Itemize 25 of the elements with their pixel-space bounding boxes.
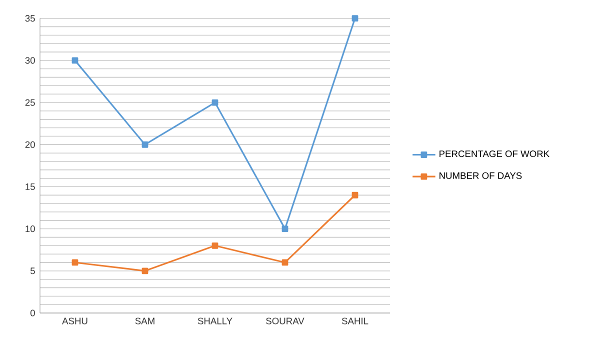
y-tick-label: 25 <box>25 99 35 106</box>
point <box>282 259 288 266</box>
point <box>72 259 78 266</box>
point <box>282 226 288 232</box>
y-tick-label: 20 <box>25 141 35 148</box>
x-tick-label: SAHIL <box>342 318 368 324</box>
point <box>142 141 148 148</box>
point <box>352 15 358 22</box>
legend-label: PERCENTAGE OF WORK <box>440 150 550 158</box>
point <box>352 192 358 198</box>
x-tick-label: SOURAV <box>266 318 304 324</box>
y-tick-label: 15 <box>26 183 35 190</box>
x-tick-label: SHALLY <box>198 318 232 324</box>
x-tick-label: SAM <box>135 318 154 324</box>
y-tick-label: 30 <box>25 57 35 64</box>
point <box>142 268 148 274</box>
y-tick-label: 5 <box>30 268 35 274</box>
legend-label: NUMBER OF DAYS <box>440 172 522 179</box>
y-tick-label: 0 <box>30 310 35 316</box>
y-tick-label: 35 <box>25 15 35 22</box>
point <box>72 57 78 64</box>
y-tick-label: 10 <box>26 226 35 232</box>
point <box>212 99 218 106</box>
x-tick-label: ASHU <box>62 318 88 324</box>
point <box>212 242 218 249</box>
